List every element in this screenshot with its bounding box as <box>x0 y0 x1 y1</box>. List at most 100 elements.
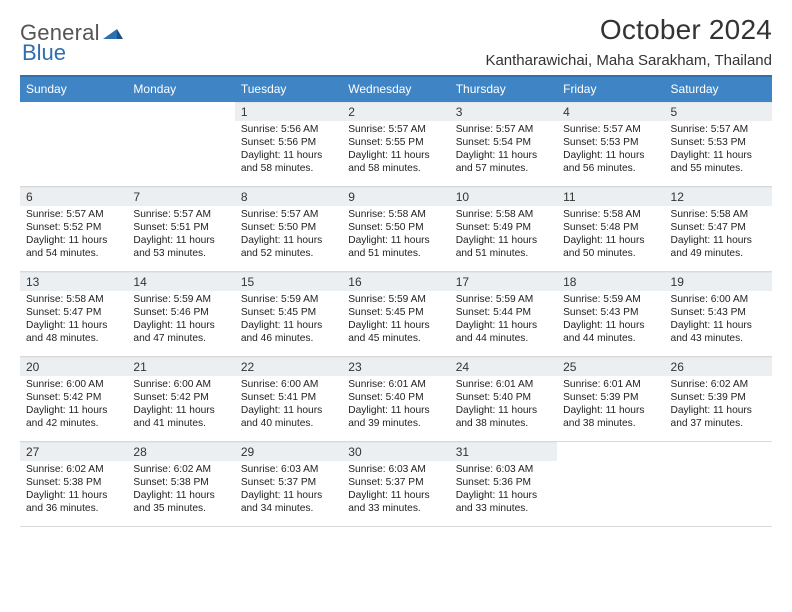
weekday-header: Friday <box>557 77 664 102</box>
daylight-text: Daylight: 11 hours and 36 minutes. <box>26 489 121 515</box>
day-cell: 3Sunrise: 5:57 AMSunset: 5:54 PMDaylight… <box>450 102 557 186</box>
week-row: 1Sunrise: 5:56 AMSunset: 5:56 PMDaylight… <box>20 102 772 187</box>
day-number: 26 <box>665 357 772 376</box>
day-body: Sunrise: 6:03 AMSunset: 5:36 PMDaylight:… <box>450 461 557 519</box>
brand-mark-icon <box>103 23 123 44</box>
sunrise-text: Sunrise: 6:03 AM <box>348 463 443 476</box>
sunset-text: Sunset: 5:44 PM <box>456 306 551 319</box>
daylight-text: Daylight: 11 hours and 51 minutes. <box>456 234 551 260</box>
day-number: 31 <box>450 442 557 461</box>
day-body: Sunrise: 5:57 AMSunset: 5:53 PMDaylight:… <box>557 121 664 179</box>
day-body: Sunrise: 5:58 AMSunset: 5:47 PMDaylight:… <box>665 206 772 264</box>
sunrise-text: Sunrise: 5:59 AM <box>563 293 658 306</box>
daylight-text: Daylight: 11 hours and 33 minutes. <box>456 489 551 515</box>
daylight-text: Daylight: 11 hours and 38 minutes. <box>456 404 551 430</box>
sunrise-text: Sunrise: 5:59 AM <box>133 293 228 306</box>
sunset-text: Sunset: 5:37 PM <box>348 476 443 489</box>
day-cell <box>665 442 772 526</box>
sunrise-text: Sunrise: 6:00 AM <box>26 378 121 391</box>
week-row: 20Sunrise: 6:00 AMSunset: 5:42 PMDayligh… <box>20 357 772 442</box>
day-number: 10 <box>450 187 557 206</box>
day-number: 19 <box>665 272 772 291</box>
sunset-text: Sunset: 5:54 PM <box>456 136 551 149</box>
sunrise-text: Sunrise: 6:02 AM <box>26 463 121 476</box>
location-text: Kantharawichai, Maha Sarakham, Thailand <box>485 52 772 69</box>
day-cell: 30Sunrise: 6:03 AMSunset: 5:37 PMDayligh… <box>342 442 449 526</box>
sunrise-text: Sunrise: 6:02 AM <box>133 463 228 476</box>
sunset-text: Sunset: 5:45 PM <box>348 306 443 319</box>
sunset-text: Sunset: 5:39 PM <box>563 391 658 404</box>
day-cell: 14Sunrise: 5:59 AMSunset: 5:46 PMDayligh… <box>127 272 234 356</box>
day-cell: 15Sunrise: 5:59 AMSunset: 5:45 PMDayligh… <box>235 272 342 356</box>
sunrise-text: Sunrise: 5:57 AM <box>133 208 228 221</box>
day-body: Sunrise: 5:59 AMSunset: 5:45 PMDaylight:… <box>342 291 449 349</box>
day-cell: 22Sunrise: 6:00 AMSunset: 5:41 PMDayligh… <box>235 357 342 441</box>
daylight-text: Daylight: 11 hours and 39 minutes. <box>348 404 443 430</box>
daylight-text: Daylight: 11 hours and 50 minutes. <box>563 234 658 260</box>
sunset-text: Sunset: 5:50 PM <box>348 221 443 234</box>
day-number: 25 <box>557 357 664 376</box>
day-body: Sunrise: 5:57 AMSunset: 5:50 PMDaylight:… <box>235 206 342 264</box>
daylight-text: Daylight: 11 hours and 33 minutes. <box>348 489 443 515</box>
day-number: 23 <box>342 357 449 376</box>
day-body: Sunrise: 6:00 AMSunset: 5:42 PMDaylight:… <box>127 376 234 434</box>
day-number: 11 <box>557 187 664 206</box>
daylight-text: Daylight: 11 hours and 54 minutes. <box>26 234 121 260</box>
weekday-header: Thursday <box>450 77 557 102</box>
day-body: Sunrise: 5:58 AMSunset: 5:50 PMDaylight:… <box>342 206 449 264</box>
calendar-page: General October 2024 Kantharawichai, Mah… <box>0 0 792 612</box>
day-cell <box>127 102 234 186</box>
day-cell: 27Sunrise: 6:02 AMSunset: 5:38 PMDayligh… <box>20 442 127 526</box>
day-cell: 24Sunrise: 6:01 AMSunset: 5:40 PMDayligh… <box>450 357 557 441</box>
day-cell: 21Sunrise: 6:00 AMSunset: 5:42 PMDayligh… <box>127 357 234 441</box>
day-number: 24 <box>450 357 557 376</box>
day-cell: 2Sunrise: 5:57 AMSunset: 5:55 PMDaylight… <box>342 102 449 186</box>
day-body: Sunrise: 6:02 AMSunset: 5:38 PMDaylight:… <box>20 461 127 519</box>
daylight-text: Daylight: 11 hours and 44 minutes. <box>456 319 551 345</box>
weeks-container: 1Sunrise: 5:56 AMSunset: 5:56 PMDaylight… <box>20 102 772 527</box>
day-cell: 11Sunrise: 5:58 AMSunset: 5:48 PMDayligh… <box>557 187 664 271</box>
day-cell: 7Sunrise: 5:57 AMSunset: 5:51 PMDaylight… <box>127 187 234 271</box>
day-number: 17 <box>450 272 557 291</box>
sunset-text: Sunset: 5:50 PM <box>241 221 336 234</box>
day-number: 13 <box>20 272 127 291</box>
daylight-text: Daylight: 11 hours and 47 minutes. <box>133 319 228 345</box>
sunset-text: Sunset: 5:43 PM <box>671 306 766 319</box>
sunset-text: Sunset: 5:53 PM <box>563 136 658 149</box>
day-number: 30 <box>342 442 449 461</box>
sunset-text: Sunset: 5:40 PM <box>348 391 443 404</box>
day-cell: 29Sunrise: 6:03 AMSunset: 5:37 PMDayligh… <box>235 442 342 526</box>
day-body: Sunrise: 6:00 AMSunset: 5:42 PMDaylight:… <box>20 376 127 434</box>
day-body: Sunrise: 6:01 AMSunset: 5:40 PMDaylight:… <box>342 376 449 434</box>
day-number: 8 <box>235 187 342 206</box>
sunrise-text: Sunrise: 5:59 AM <box>348 293 443 306</box>
day-number: 6 <box>20 187 127 206</box>
day-body: Sunrise: 6:03 AMSunset: 5:37 PMDaylight:… <box>342 461 449 519</box>
sunrise-text: Sunrise: 5:58 AM <box>456 208 551 221</box>
day-number: 5 <box>665 102 772 121</box>
sunset-text: Sunset: 5:53 PM <box>671 136 766 149</box>
day-body <box>127 107 234 113</box>
day-cell: 20Sunrise: 6:00 AMSunset: 5:42 PMDayligh… <box>20 357 127 441</box>
day-cell: 5Sunrise: 5:57 AMSunset: 5:53 PMDaylight… <box>665 102 772 186</box>
sunrise-text: Sunrise: 5:59 AM <box>456 293 551 306</box>
daylight-text: Daylight: 11 hours and 52 minutes. <box>241 234 336 260</box>
day-body: Sunrise: 5:57 AMSunset: 5:52 PMDaylight:… <box>20 206 127 264</box>
weekday-header: Monday <box>127 77 234 102</box>
day-body: Sunrise: 5:59 AMSunset: 5:43 PMDaylight:… <box>557 291 664 349</box>
sunset-text: Sunset: 5:38 PM <box>26 476 121 489</box>
day-cell: 12Sunrise: 5:58 AMSunset: 5:47 PMDayligh… <box>665 187 772 271</box>
sunset-text: Sunset: 5:40 PM <box>456 391 551 404</box>
sunrise-text: Sunrise: 5:57 AM <box>671 123 766 136</box>
sunset-text: Sunset: 5:51 PM <box>133 221 228 234</box>
day-body: Sunrise: 5:56 AMSunset: 5:56 PMDaylight:… <box>235 121 342 179</box>
sunrise-text: Sunrise: 5:57 AM <box>26 208 121 221</box>
day-cell: 1Sunrise: 5:56 AMSunset: 5:56 PMDaylight… <box>235 102 342 186</box>
sunrise-text: Sunrise: 5:59 AM <box>241 293 336 306</box>
weekday-header: Saturday <box>665 77 772 102</box>
week-row: 13Sunrise: 5:58 AMSunset: 5:47 PMDayligh… <box>20 272 772 357</box>
day-cell: 23Sunrise: 6:01 AMSunset: 5:40 PMDayligh… <box>342 357 449 441</box>
sunset-text: Sunset: 5:39 PM <box>671 391 766 404</box>
day-cell <box>557 442 664 526</box>
day-cell: 26Sunrise: 6:02 AMSunset: 5:39 PMDayligh… <box>665 357 772 441</box>
